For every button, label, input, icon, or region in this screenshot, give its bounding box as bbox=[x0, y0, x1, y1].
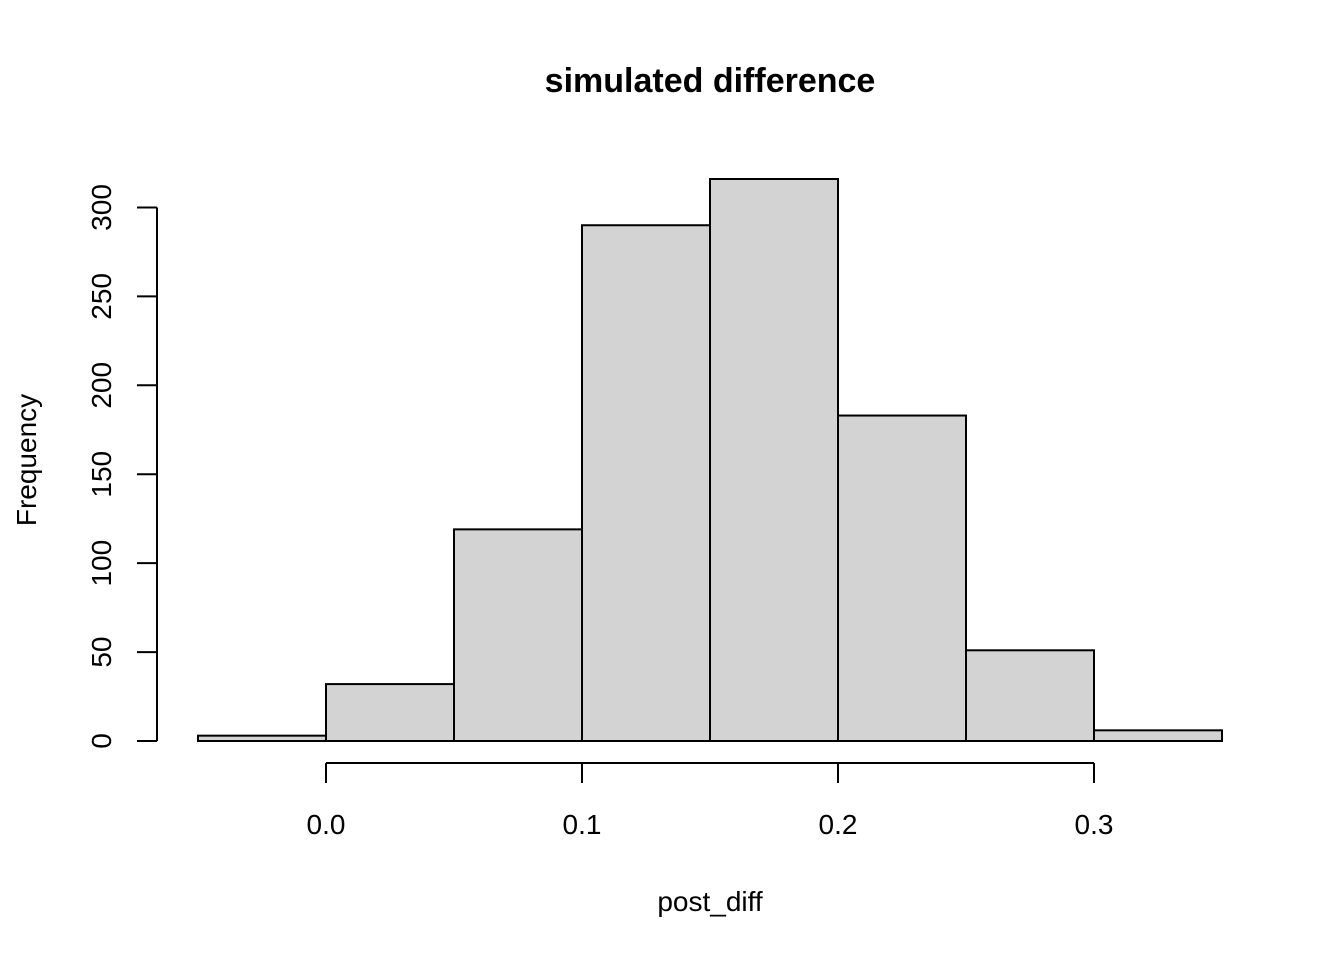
y-axis-title: Frequency bbox=[11, 394, 42, 526]
histogram-bar-6 bbox=[965, 649, 1095, 743]
histogram-bar-0 bbox=[197, 734, 327, 742]
histogram-bar-4 bbox=[709, 178, 839, 742]
x-tick-label: 0.3 bbox=[1075, 809, 1114, 840]
y-tick-label: 150 bbox=[86, 451, 117, 498]
chart-title: simulated difference bbox=[545, 62, 876, 100]
y-tick-label: 100 bbox=[86, 540, 117, 587]
histogram-bar-3 bbox=[581, 224, 711, 743]
x-axis-title: post_diff bbox=[657, 886, 763, 917]
y-tick-label: 250 bbox=[86, 273, 117, 320]
y-tick-label: 0 bbox=[86, 733, 117, 749]
x-tick-label: 0.1 bbox=[563, 809, 602, 840]
histogram-bar-2 bbox=[453, 528, 583, 743]
y-tick-label: 200 bbox=[86, 362, 117, 409]
histogram-bar-1 bbox=[325, 683, 455, 743]
histogram-bar-5 bbox=[837, 414, 967, 742]
x-axis: 0.0 0.1 0.2 0.3 bbox=[307, 762, 1114, 840]
y-tick-label: 300 bbox=[86, 184, 117, 231]
histogram-bar-7 bbox=[1093, 729, 1223, 742]
bars-group bbox=[197, 178, 1223, 743]
y-axis: 0 50 100 150 200 250 300 bbox=[86, 184, 158, 749]
y-tick-label: 50 bbox=[86, 636, 117, 667]
x-tick-label: 0.2 bbox=[819, 809, 858, 840]
x-tick-label: 0.0 bbox=[307, 809, 346, 840]
